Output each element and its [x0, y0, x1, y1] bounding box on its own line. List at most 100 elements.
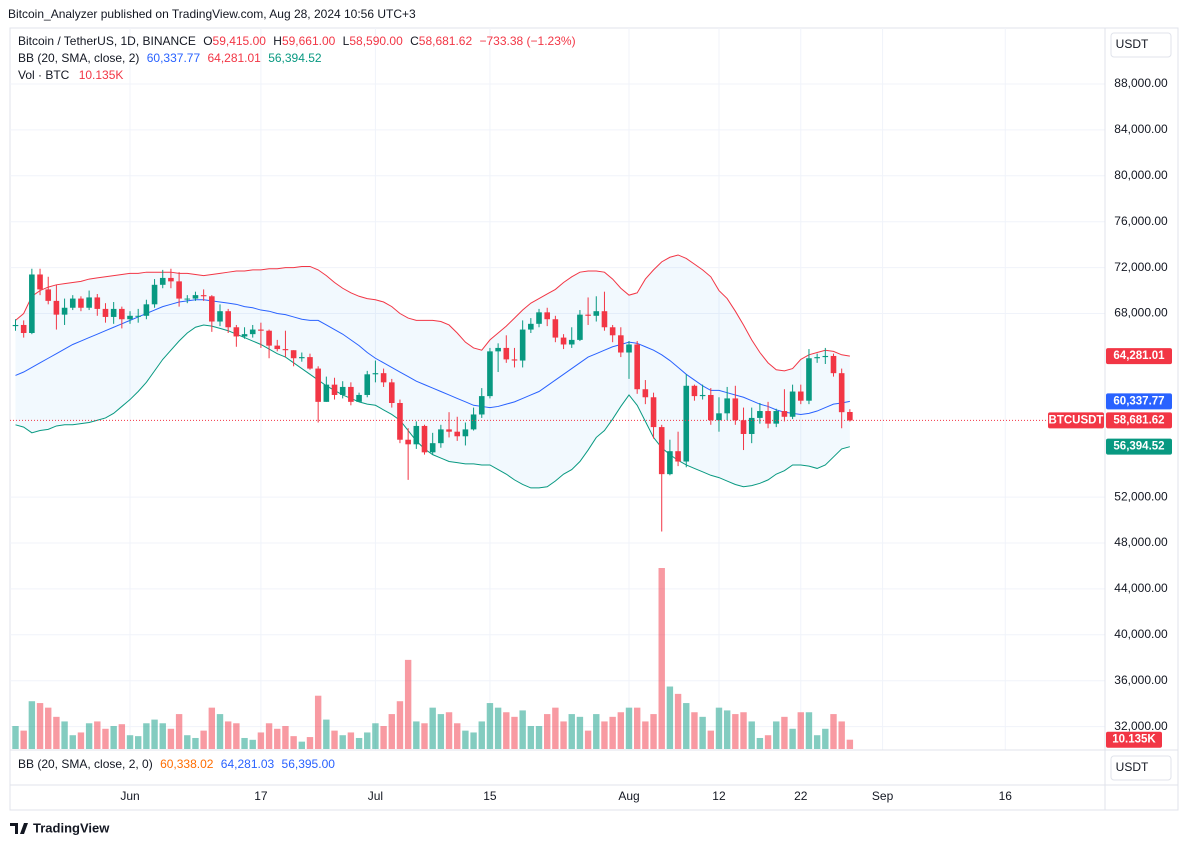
candle-body [209, 296, 215, 322]
y-tick-label: 84,000.00 [1114, 122, 1168, 136]
candle-body [29, 274, 35, 334]
volume-bar [593, 714, 600, 749]
candle-body [356, 394, 362, 402]
candle-body [380, 373, 387, 383]
bb-value: 60,337.77 [147, 51, 201, 65]
ohlc-key: O [203, 34, 212, 48]
candle-body [290, 350, 297, 359]
candle-body [699, 394, 706, 397]
frame [9, 27, 1179, 811]
candle-body [470, 414, 477, 430]
volume-bar [584, 730, 592, 749]
currency[interactable]: USDT [1116, 760, 1149, 774]
footer: TradingView [33, 820, 110, 835]
candle-body [495, 347, 501, 352]
candle-body [405, 439, 411, 445]
y-tick-label: 32,000.00 [1114, 719, 1168, 733]
band-fill [15, 254, 850, 488]
candle-body [618, 335, 624, 353]
currency[interactable]: USDT [1116, 37, 1149, 51]
volume-bar [208, 707, 216, 749]
volume-bar [437, 714, 445, 749]
candle-body [217, 311, 223, 322]
volume-bar [527, 726, 535, 749]
volume-bar [813, 735, 821, 749]
bb-lower-tag-box [1106, 438, 1172, 455]
volume-bar [167, 728, 175, 749]
volume-bar [36, 703, 44, 749]
candle-body [307, 357, 313, 369]
volume-bar [151, 719, 158, 749]
candle-body [536, 312, 542, 324]
candle-body [454, 431, 461, 437]
volume-bar [339, 735, 346, 749]
price-axis: 32,000.00 36,000.00 40,000.00 44,000.00 48,0… [1114, 76, 1168, 733]
bb-line [15, 254, 850, 372]
lower-value: 64,281.03 [221, 757, 275, 771]
candle-body [299, 357, 305, 359]
bb-lower-tag: 56,394.52 [1113, 441, 1164, 453]
volume-bar [568, 714, 575, 749]
candle-body [568, 339, 575, 345]
x-tick-label: 12 [712, 789, 726, 803]
y-tick-label: 76,000.00 [1114, 214, 1168, 228]
bb-upper-tag: 64,281.01 [1113, 350, 1165, 362]
volume-bar [126, 735, 134, 749]
volume-bar [445, 712, 453, 749]
candle-body [748, 417, 755, 434]
ohlc-value: 59,415.00 [213, 34, 267, 48]
candle-body [110, 308, 117, 317]
volume-bar [45, 707, 52, 749]
candle-body [86, 297, 92, 308]
change: −733.38 (−1.23%) [480, 34, 576, 48]
volume-bar [797, 712, 804, 749]
symbol-legend: Bitcoin / TetherUS, 1D, BINANCE O59,415.… [18, 34, 576, 48]
candle-body [667, 451, 673, 475]
candle-body [552, 319, 559, 338]
candle-body [478, 396, 485, 415]
volume-bar [364, 732, 371, 749]
publisher: Bitcoin_Analyzer published on TradingVie… [8, 7, 416, 21]
y-tick-label: 44,000.00 [1114, 581, 1168, 595]
candle-body [601, 311, 608, 328]
volume-bar [396, 701, 404, 749]
candle-body [585, 314, 591, 316]
candle-body [781, 411, 788, 417]
candle-body [388, 382, 395, 403]
volume-bar [544, 714, 551, 749]
candle-body [78, 298, 84, 308]
volume-bar [290, 736, 297, 749]
candle-body [658, 427, 665, 475]
bb-value: 64,281.01 [207, 51, 261, 65]
candle-body [266, 330, 272, 346]
candle-body [151, 284, 158, 305]
volume-bar [707, 730, 714, 749]
candle-body [339, 386, 346, 395]
candle-body [233, 327, 240, 337]
currency-box[interactable] [1110, 32, 1172, 58]
volume-bar [61, 721, 68, 749]
y-tick-label: 36,000.00 [1114, 673, 1168, 687]
candle-body [757, 411, 763, 418]
y-tick-label: 68,000.00 [1114, 306, 1168, 320]
currency-box[interactable] [1110, 755, 1172, 781]
candle-body [724, 398, 730, 414]
volume-bar [331, 730, 338, 749]
volume-bar [576, 716, 584, 749]
volume-bar [666, 686, 674, 749]
candle-body [258, 329, 264, 331]
volume-bar [699, 716, 706, 749]
volume-bar [470, 732, 477, 749]
lower-legend: BB (20, SMA, close, 2, 0) 60,338.02 64,2… [18, 757, 335, 771]
candle-body [560, 337, 567, 345]
candle-body [462, 429, 469, 437]
candle-body [372, 373, 379, 375]
candle-body [37, 274, 43, 290]
volume-bar [159, 723, 166, 749]
volume-bar [347, 732, 355, 749]
volume-bar [838, 721, 845, 749]
volume-bar [380, 726, 387, 749]
lower-label: BB (20, SMA, close, 2, 0) [18, 757, 153, 771]
volume-tag-box [1106, 731, 1162, 748]
